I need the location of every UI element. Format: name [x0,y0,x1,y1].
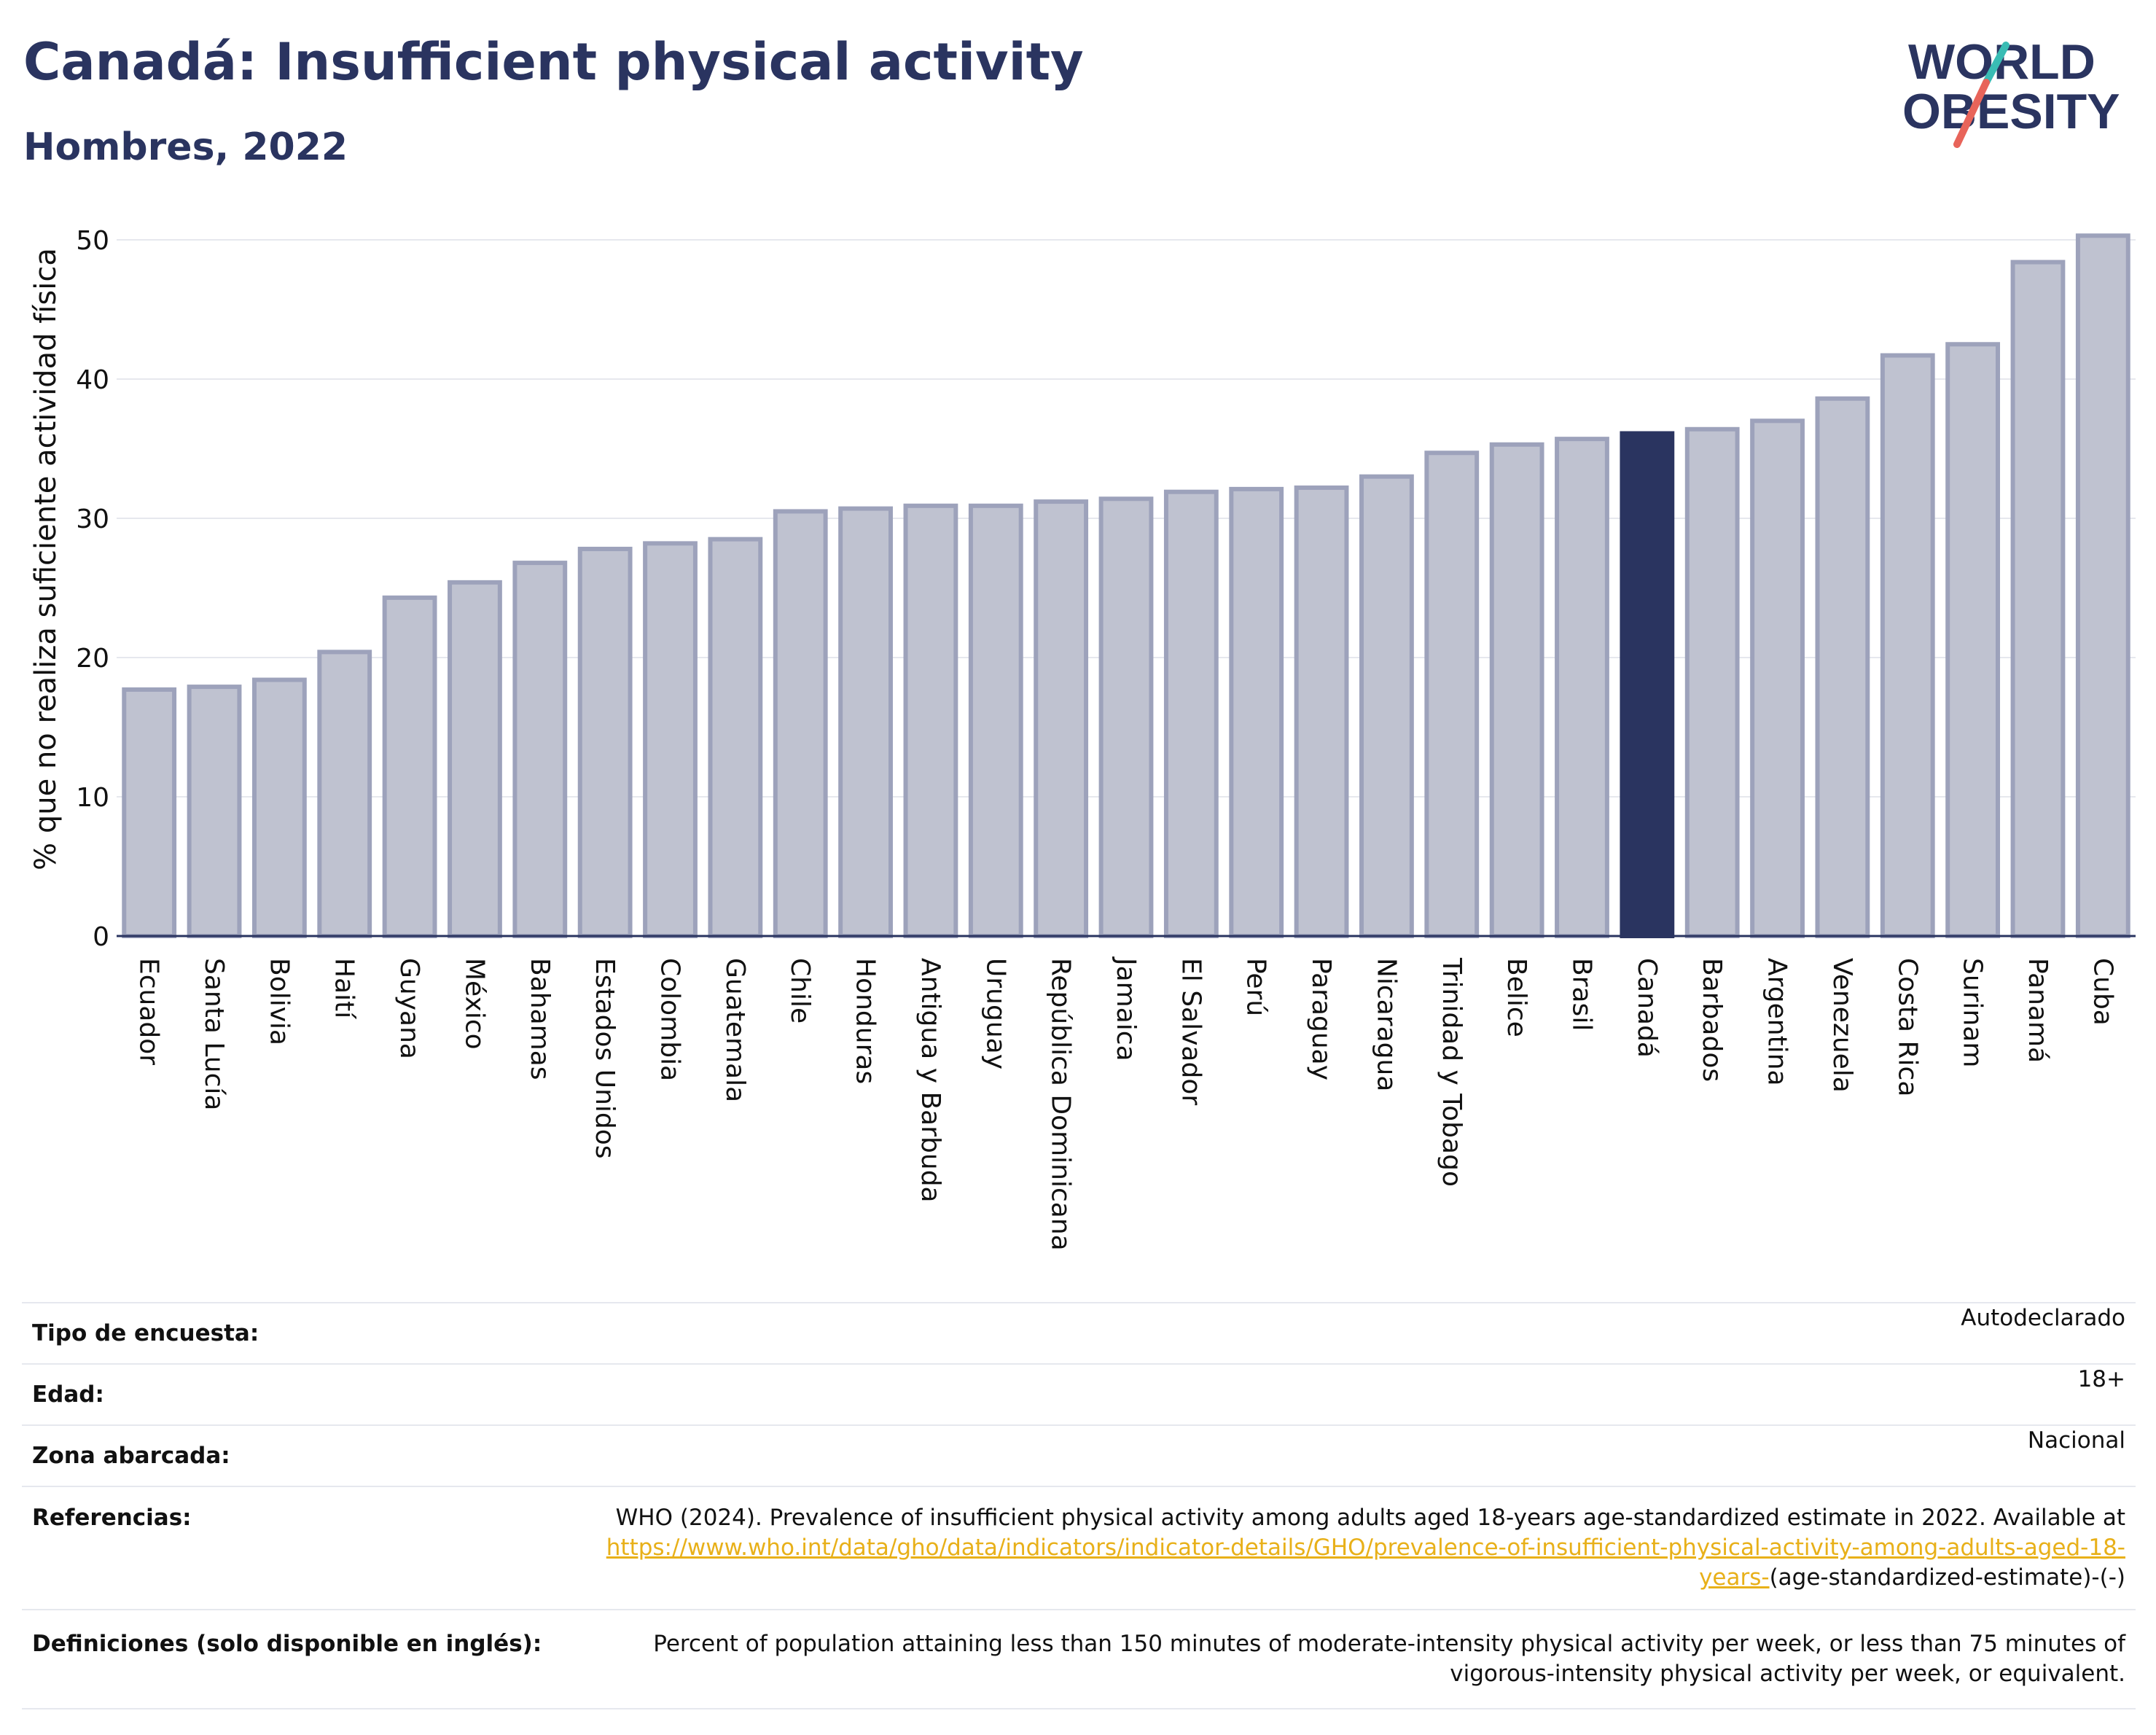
definitions-label: Definiciones (solo disponible en inglés)… [22,1609,567,1709]
bar-guyana [382,595,437,938]
x-tick-label: Canadá [1632,958,1662,1058]
bar-brasil [1555,437,1609,938]
x-tick-label: Surinam [1958,958,1988,1067]
bar-bolivia [251,677,307,938]
x-tick-label: Guyana [394,958,424,1059]
x-tick-label: Chile [785,958,815,1024]
bar-ecuador [122,687,177,938]
y-tick-label: 30 [76,504,109,534]
bar-el-salvador [1163,489,1219,938]
references-tail: (age-standardized-estimate)-(-) [1769,1564,2125,1591]
bar-paraguay [1294,485,1349,939]
bar-santa-lucía [187,685,242,938]
info-row-definitions: Definiciones (solo disponible en inglés)… [22,1609,2136,1709]
x-tick-label: Belice [1501,958,1531,1037]
survey-label: Tipo de encuesta: [22,1302,567,1364]
logo-line1: WORLD [1908,34,2096,90]
logo-line2: OBESITY [1902,84,2120,139]
x-tick-label: Bahamas [525,958,555,1080]
bar-venezuela [1815,396,1870,938]
bar-guatemala [708,537,763,938]
info-table: Tipo de encuesta: Autodeclarado Edad: 18… [22,1302,2136,1709]
bar-haití [317,650,372,938]
info-row-survey: Tipo de encuesta: Autodeclarado [22,1302,2136,1364]
x-tick-label: Panamá [2023,958,2053,1063]
bar-trinidad-y-tobago [1424,451,1480,939]
logo-slash-teal [1983,42,2009,86]
bar-antigua-y-barbuda [903,503,958,938]
references-value: WHO (2024). Prevalence of insufficient p… [567,1486,2136,1610]
x-tick-label: Santa Lucía [199,958,229,1110]
bars [122,233,2130,939]
bar-argentina [1750,418,1805,938]
y-tick-label: 50 [76,226,109,256]
x-tick-label: Costa Rica [1892,958,1922,1096]
bar-república-dominicana [1034,499,1089,938]
info-row-area: Zona abarcada: Nacional [22,1424,2136,1486]
area-value: Nacional [567,1424,2136,1486]
y-tick-label: 40 [76,365,109,395]
references-link[interactable]: https://www.who.int/data/gho/data/indica… [606,1535,2125,1591]
bar-barbados [1684,426,1740,938]
x-tick-label: Colombia [655,958,685,1081]
x-tick-label: Venezuela [1827,958,1857,1093]
age-label: Edad: [22,1363,567,1425]
x-tick-label: Cuba [2087,958,2117,1026]
x-tick-label: Brasil [1566,958,1596,1031]
references-label: Referencias: [22,1486,567,1610]
x-tick-label: Guatemala [720,958,750,1102]
y-axis-label: % que no realiza suficiente actividad fí… [29,248,63,870]
x-tick-label: Perú [1241,958,1271,1016]
bar-méxico [448,580,502,938]
bar-perú [1229,486,1284,938]
survey-value: Autodeclarado [567,1302,2136,1364]
y-tick-label: 10 [76,783,109,813]
bar-cuba [2075,233,2130,938]
bar-honduras [838,506,893,938]
x-tick-label: Argentina [1762,958,1792,1086]
bar-panamá [2010,260,2066,938]
x-tick-label: Uruguay [980,958,1010,1069]
chart-subtitle: Hombres, 2022 [23,125,348,169]
x-tick-label: Barbados [1697,958,1727,1082]
world-obesity-logo: WORLD OBESITY [1902,34,2120,148]
bar-canadá [1620,431,1675,938]
x-tick-label: Nicaragua [1371,958,1401,1091]
x-tick-label: Paraguay [1306,958,1336,1080]
y-tick-label: 0 [93,922,109,952]
bar-estados-unidos [577,547,633,938]
bar-costa-rica [1880,353,1935,938]
bar-uruguay [968,503,1023,938]
x-tick-label: República Dominicana [1046,958,1076,1251]
bar-surinam [1945,342,2001,938]
x-tick-label: Bolivia [264,958,294,1045]
references-text: WHO (2024). Prevalence of insufficient p… [615,1505,2125,1531]
area-label: Zona abarcada: [22,1424,567,1486]
x-tick-label: Jamaica [1111,956,1141,1061]
y-tick-label: 20 [76,644,109,674]
tick-labels: 0 10 20 30 40 50 Ecuador Santa Lucía Bolivia Hait… [76,226,2117,1251]
definitions-value: Percent of population attaining less tha… [567,1609,2136,1709]
x-tick-label: El Salvador [1176,958,1206,1105]
x-tick-label: Trinidad y Tobago [1437,957,1466,1187]
x-tick-label: Ecuador [134,958,164,1065]
bar-belice [1489,442,1544,938]
bar-colombia [643,541,698,938]
x-tick-label: Antigua y Barbuda [915,958,945,1203]
bar-bahamas [512,561,568,938]
age-value: 18+ [567,1363,2136,1425]
info-row-references: Referencias: WHO (2024). Prevalence of i… [22,1486,2136,1610]
bar-chart: 0 10 20 30 40 50 Ecuador Santa Lucía Bolivia Hait… [29,226,2136,1251]
x-tick-label: Honduras [851,958,880,1084]
x-tick-label: Estados Unidos [590,958,620,1159]
chart-title: Canadá: Insufficient physical activity [23,32,1084,92]
x-tick-label: Haití [329,958,359,1019]
bar-chile [773,509,828,938]
bar-nicaragua [1359,474,1414,938]
bar-jamaica [1098,496,1154,938]
x-tick-label: México [459,958,489,1050]
info-row-age: Edad: 18+ [22,1363,2136,1425]
logo-slash-coral [1953,79,1990,148]
